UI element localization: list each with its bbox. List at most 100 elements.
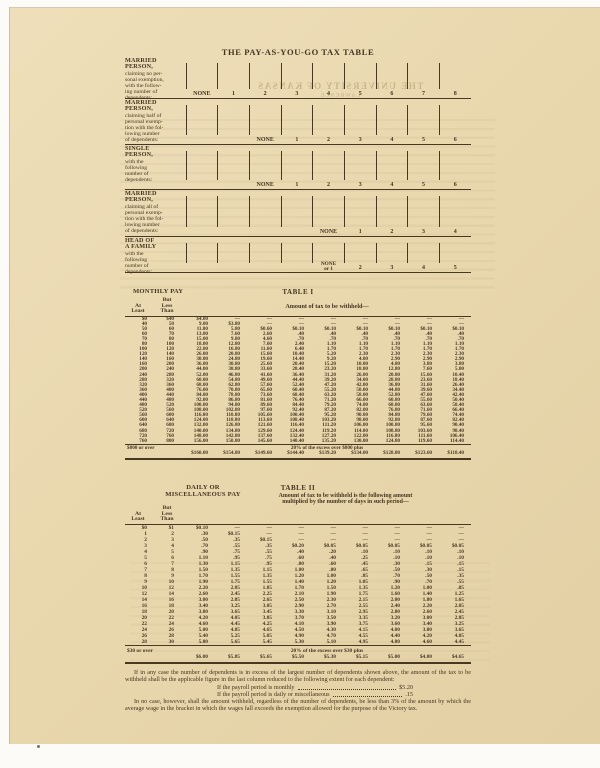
- cell-amount: 132.40: [289, 432, 304, 439]
- cell-amount: 86.80: [228, 397, 240, 403]
- cell-overflow-amount: $160.00: [183, 451, 215, 460]
- column-header-amount: Amount of tax to be withheld—: [183, 298, 471, 317]
- cell-less-than: 360: [166, 381, 174, 388]
- dependents-grid: NONE or 1 2 3 4 5: [185, 237, 471, 272]
- cell-amount: ––: [266, 315, 272, 322]
- column-header-but-less-than: But Less Than: [151, 297, 183, 317]
- cell-amount: 39.60: [420, 386, 432, 393]
- cell-amount: 1.20: [390, 584, 400, 591]
- cell-amount: 5.00: [454, 366, 464, 373]
- cell-amount: ––: [266, 320, 272, 327]
- cell-overflow-amount: $5.65: [247, 653, 279, 664]
- cell-overflow-amount: $139.20: [311, 451, 343, 460]
- cell-amount: 30.80: [228, 361, 240, 368]
- cell-amount: ––: [458, 536, 464, 543]
- cell-amount: 1.35: [262, 572, 272, 579]
- cell-amount: $0.10: [324, 325, 336, 332]
- cell-amount: 60.80: [388, 397, 400, 403]
- dependents-count-label: 5: [453, 265, 457, 272]
- cell-amount: 137.60: [257, 432, 272, 439]
- cell-amount: ––: [458, 315, 464, 322]
- cell-amount: 55.20: [324, 386, 336, 393]
- cell-overflow-amount: $128.80: [375, 451, 407, 460]
- cell-amount: 68.00: [196, 381, 208, 388]
- cell-amount: 2.80: [390, 609, 400, 616]
- dependents-count-label: 4: [390, 137, 394, 144]
- cell-at-least: 50: [141, 325, 147, 332]
- cell-amount: .40: [329, 554, 336, 561]
- table-row: 760 800 156.00 150.80 145.60 140.40 135.20 130.…: [125, 437, 471, 445]
- cell-amount: 2.90: [422, 356, 432, 363]
- cell-amount: 103.20: [321, 417, 336, 424]
- cell-amount: .90: [201, 548, 208, 555]
- cell-less-than: 9: [171, 572, 174, 579]
- cell-amount: ––: [394, 524, 400, 531]
- cell-amount: $0.20: [291, 542, 304, 549]
- cell-overflow-amount: $4.65: [439, 653, 471, 664]
- dependents-count-cell: 6: [375, 57, 408, 98]
- cell-less-than: 5: [171, 548, 174, 555]
- cell-amount: 3.00: [422, 615, 432, 622]
- cell-amount: .10: [425, 554, 432, 561]
- cell-amount: 111.20: [322, 422, 336, 429]
- cell-amount: 10.40: [452, 371, 464, 378]
- cell-amount: 2.30: [326, 597, 336, 604]
- cell-amount: 2.10: [294, 591, 304, 598]
- cell-amount: 1.50: [326, 584, 336, 591]
- cell-amount: ––: [266, 530, 272, 537]
- cell-amount: 116.80: [386, 432, 400, 439]
- dependents-section: MARRIED PERSON, claiming no per-sonal exem…: [125, 57, 471, 101]
- cell-amount: 2.15: [358, 597, 368, 604]
- cell-amount: 2.20: [422, 603, 432, 610]
- cell-amount: 36.80: [388, 381, 400, 388]
- dependents-count-cell: [280, 190, 313, 236]
- cell-amount: 52.40: [292, 381, 304, 388]
- cell-amount: 3.75: [358, 621, 368, 628]
- footnotes: If in any case the number of dependents …: [125, 669, 471, 713]
- cell-amount: 89.60: [260, 402, 272, 409]
- cell-at-least: 22: [141, 621, 147, 628]
- table2-data: At Least But Less Than $0 $1 $0.10 –– –– –– –– –– –…: [125, 505, 471, 664]
- cell-amount: 129.60: [257, 427, 272, 434]
- cell-amount: .70: [457, 335, 464, 342]
- cell-amount: 2.65: [262, 597, 272, 604]
- cell-amount: 116.40: [290, 422, 304, 429]
- cell-amount: 108.80: [385, 427, 400, 434]
- cell-amount: 14.40: [292, 356, 304, 363]
- cell-amount: .40: [425, 330, 432, 337]
- table-row: 100 120 22.00 16.80 11.60 6.40 1.70 1.70 1.70 1.7…: [125, 346, 471, 353]
- cell-amount: 2.40: [390, 603, 400, 610]
- cell-amount: 124.80: [385, 437, 400, 444]
- cell-amount: 4.25: [262, 621, 272, 628]
- dependents-count-cell: 5: [343, 57, 376, 98]
- cell-amount: 60.00: [196, 376, 208, 383]
- leader-value: $5.20: [399, 684, 413, 691]
- cell-amount: 2.55: [358, 603, 368, 610]
- cell-amount: 2.70: [326, 603, 336, 610]
- cell-at-least: 24: [141, 627, 147, 634]
- cell-amount: 1.70: [358, 346, 368, 353]
- cell-amount: .40: [297, 548, 304, 555]
- cell-amount: 102.80: [225, 407, 240, 414]
- cell-amount: ––: [362, 315, 368, 322]
- cell-amount: $0.10: [420, 325, 432, 332]
- cell-amount: 36.00: [196, 361, 208, 368]
- cell-amount: .30: [393, 560, 400, 567]
- table-row: 7 8 1.50 1.35 1.15 1.00 .80 .65 .50 .30 .15: [125, 567, 471, 573]
- cell-amount: 54.80: [228, 376, 240, 383]
- cell-empty: [125, 451, 151, 460]
- cell-less-than: 4: [171, 542, 174, 549]
- cell-less-than: 800: [166, 437, 174, 444]
- table-row: 26 28 5.40 5.25 5.05 4.90 4.70 4.55 4.40 4.20 4.05: [125, 633, 471, 639]
- dependents-section: SINGLE PERSON, with the following number of d…: [125, 145, 471, 190]
- cell-amount: 73.60: [260, 391, 272, 398]
- cell-amount: .10: [393, 548, 400, 555]
- cell-amount: 82.40: [452, 417, 464, 424]
- column-header-at-least: At Least: [125, 506, 151, 525]
- cell-amount: $0.15: [259, 536, 272, 543]
- cell-amount: 1.10: [198, 554, 208, 561]
- cell-amount: $0.10: [292, 325, 304, 332]
- table2-daily-pay: DAILY OR MISCELLANEOUS PAY TABLE II Amoun…: [125, 484, 471, 664]
- cell-amount: 74.00: [356, 402, 368, 409]
- cell-amount: 46.80: [228, 371, 240, 378]
